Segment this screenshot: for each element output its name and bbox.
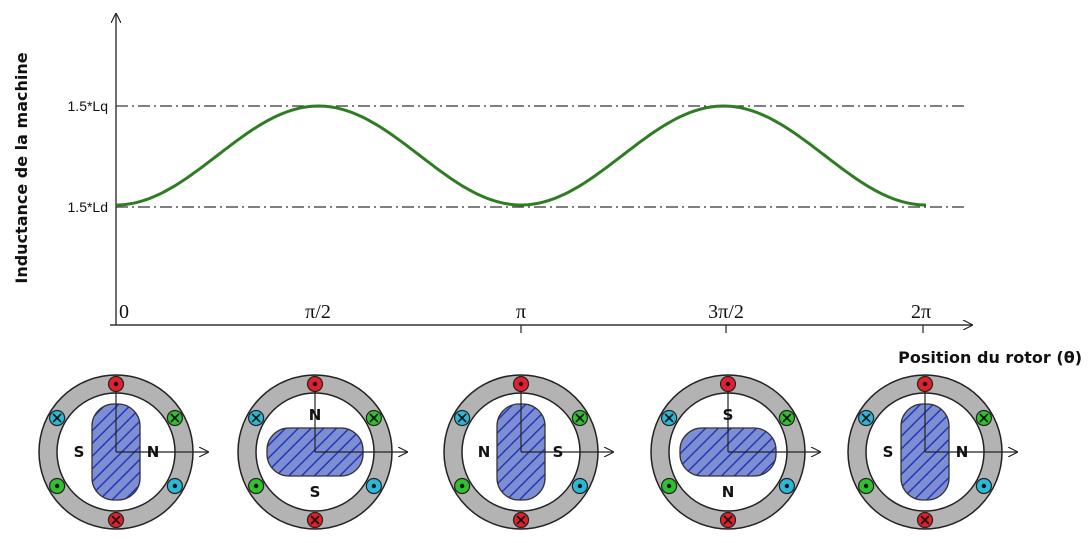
conductor-b-lower-left-dot bbox=[54, 483, 60, 489]
x-tick-label-0: 0 bbox=[119, 301, 129, 323]
x-tick-label-2: π bbox=[516, 301, 526, 323]
conductor-c-lower-right-dot bbox=[784, 483, 790, 489]
pole-label-left: S bbox=[74, 443, 85, 461]
conductor-c-upper-left-cross-b bbox=[251, 413, 261, 423]
conductor-b-lower-left-dot bbox=[666, 483, 672, 489]
conductor-c-lower-right-dot bbox=[577, 483, 583, 489]
conductor-b-upper-right-cross-b bbox=[979, 413, 989, 423]
pole-label-left: N bbox=[478, 443, 491, 461]
pole-label-right: N bbox=[956, 443, 969, 461]
conductor-c-upper-left-cross-b bbox=[457, 413, 467, 423]
conductor-a-top-dot bbox=[113, 381, 119, 387]
rotor-diagram-1: NS bbox=[237, 374, 407, 530]
y-level-lq: 1.5*Lq bbox=[68, 98, 108, 114]
conductor-a-bottom-cross-b bbox=[723, 515, 733, 525]
conductor-b-lower-left-dot bbox=[863, 483, 869, 489]
conductor-a-bottom-cross-b bbox=[920, 515, 930, 525]
conductor-a-top-dot bbox=[725, 381, 731, 387]
conductor-a-bottom-cross-b bbox=[310, 515, 320, 525]
pole-label-top: S bbox=[723, 406, 734, 424]
conductor-b-upper-right-cross-b bbox=[782, 413, 792, 423]
x-tick-label-4: 2π bbox=[911, 301, 931, 323]
pole-label-right: S bbox=[553, 443, 564, 461]
conductor-c-lower-right-dot bbox=[371, 483, 377, 489]
conductor-a-top-dot bbox=[312, 381, 318, 387]
conductor-a-top-dot bbox=[922, 381, 928, 387]
conductor-a-bottom-cross-b bbox=[111, 515, 121, 525]
x-tick-label-1: π/2 bbox=[305, 301, 331, 323]
pole-label-left: S bbox=[883, 443, 894, 461]
conductor-c-upper-left-cross-b bbox=[664, 413, 674, 423]
conductor-b-lower-left-dot bbox=[459, 483, 465, 489]
conductor-a-bottom-cross-b bbox=[516, 515, 526, 525]
y-axis-title: Inductance de la machine bbox=[12, 52, 31, 283]
pole-label-right: N bbox=[147, 443, 160, 461]
x-tick-label-3: 3π/2 bbox=[708, 301, 744, 323]
conductor-b-upper-right-cross-b bbox=[369, 413, 379, 423]
conductor-b-upper-right-cross-b bbox=[575, 413, 585, 423]
conductor-a-top-dot bbox=[518, 381, 524, 387]
pole-label-bottom: S bbox=[310, 483, 321, 501]
inductance-curve bbox=[115, 104, 927, 207]
conductor-b-lower-left-dot bbox=[253, 483, 259, 489]
conductor-c-lower-right-dot bbox=[172, 483, 178, 489]
y-level-ld: 1.5*Ld bbox=[68, 199, 108, 215]
conductor-b-upper-right-cross-b bbox=[170, 413, 180, 423]
x-axis-title: Position du rotor (θ) bbox=[898, 348, 1082, 367]
pole-label-bottom: N bbox=[722, 483, 735, 501]
pole-label-top: N bbox=[309, 406, 322, 424]
conductor-c-upper-left-cross-b bbox=[52, 413, 62, 423]
rotor-diagram-3: SN bbox=[650, 374, 820, 530]
conductor-c-upper-left-cross-b bbox=[861, 413, 871, 423]
conductor-c-lower-right-dot bbox=[981, 483, 987, 489]
